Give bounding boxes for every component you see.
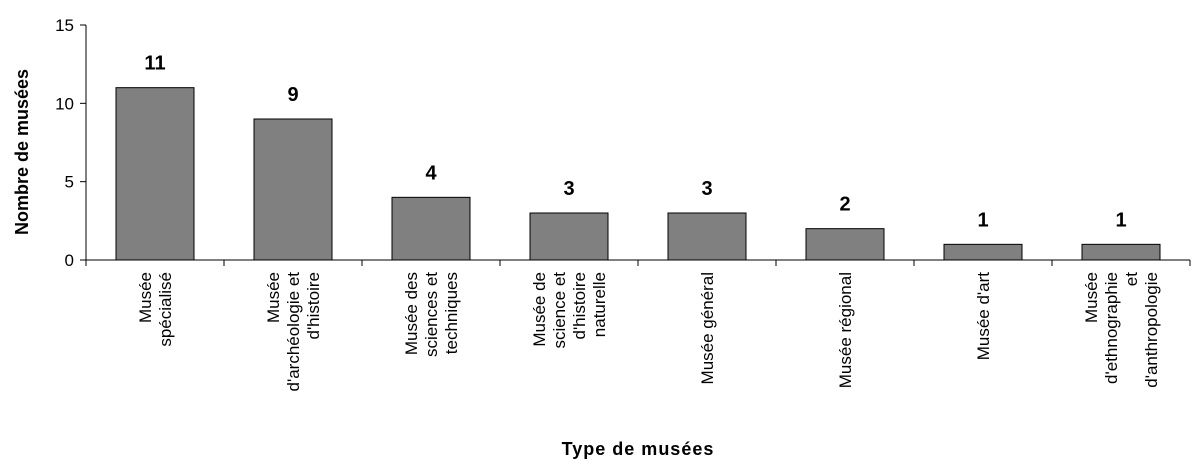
- y-tick-label: 5: [65, 173, 74, 192]
- bar: [805, 228, 885, 261]
- category-label-line: Musée: [1082, 272, 1101, 323]
- category-label-line: Musée général: [698, 272, 717, 384]
- data-label: 2: [839, 194, 850, 216]
- data-label: 9: [287, 84, 298, 106]
- category-label-line: Musée: [136, 272, 155, 323]
- category-label-line: d'histoire: [304, 272, 323, 340]
- x-axis-title: Type de musées: [562, 439, 715, 459]
- category-label-line: science et: [550, 272, 569, 349]
- category-label: Musée d'art: [974, 272, 993, 361]
- bar: [943, 243, 1023, 261]
- category-label-line: Musée: [264, 272, 283, 323]
- bar: [253, 118, 333, 261]
- y-tick-label: 0: [65, 251, 74, 270]
- category-label: Musée d'archéologie et d'histoire: [264, 272, 323, 392]
- category-label: Musée spécialisé: [136, 272, 175, 347]
- category-label-line: Musée régional: [836, 272, 855, 388]
- bars: [115, 87, 1161, 261]
- category-label: Musée d'ethnographie et d'anthropologie: [1082, 272, 1161, 388]
- data-label: 3: [701, 178, 712, 200]
- data-label: 11: [144, 53, 165, 75]
- y-tick-label: 15: [55, 16, 74, 35]
- category-label-line: Musée d'art: [974, 272, 993, 361]
- category-label-line: d'histoire: [570, 272, 589, 340]
- category-label-line: d'archéologie et: [284, 272, 303, 392]
- category-label-line: et: [1122, 272, 1141, 286]
- category-label: Musée régional: [836, 272, 855, 388]
- y-tick-label: 10: [55, 94, 74, 113]
- category-label: Musée des sciences et techniques: [402, 272, 461, 357]
- data-label: 3: [563, 178, 574, 200]
- data-label: 1: [1115, 209, 1126, 231]
- category-label-line: Musée de: [530, 272, 549, 347]
- bar: [1081, 243, 1161, 261]
- category-label: Musée de science et d'histoire naturelle: [530, 272, 609, 349]
- bar: [391, 196, 471, 261]
- bar: [529, 212, 609, 261]
- data-label: 4: [425, 162, 437, 184]
- category-label-line: sciences et: [422, 272, 441, 357]
- category-label-line: naturelle: [590, 272, 609, 337]
- y-axis-title: Nombre de musées: [12, 69, 32, 235]
- category-label: Musée général: [698, 272, 717, 384]
- y-axis: 0 5 10 15: [55, 16, 87, 270]
- category-label-line: spécialisé: [156, 272, 175, 347]
- category-label-line: d'ethnographie: [1102, 272, 1121, 384]
- bar: [115, 87, 195, 261]
- category-labels: Musée spécialisé Musée d'archéologie et d'hi…: [136, 272, 1161, 392]
- x-axis: [85, 259, 1191, 266]
- category-label-line: techniques: [442, 272, 461, 354]
- category-label-line: Musée des: [402, 272, 421, 355]
- bar: [667, 212, 747, 261]
- category-label-line: d'anthropologie: [1142, 272, 1161, 388]
- data-label: 1: [977, 209, 988, 231]
